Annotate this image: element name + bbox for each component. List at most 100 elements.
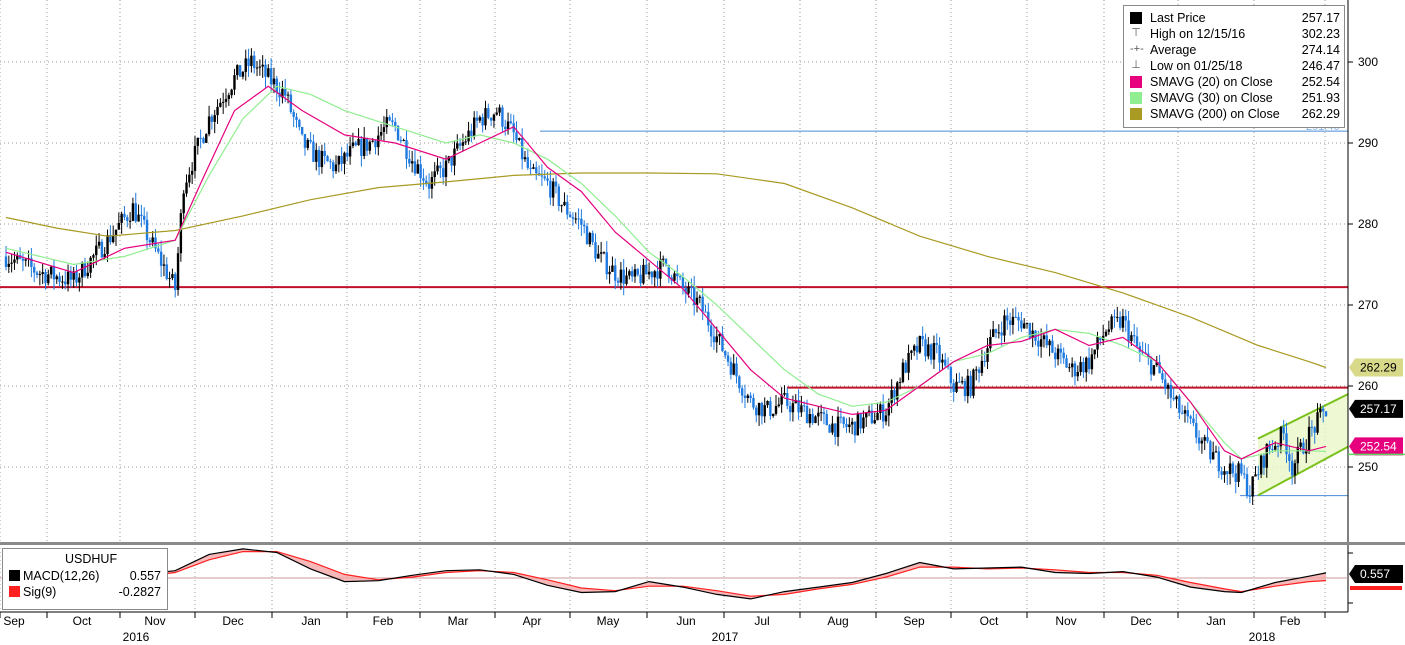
candle-body bbox=[58, 276, 61, 282]
candle-body bbox=[715, 336, 718, 343]
candle-body bbox=[972, 369, 975, 396]
x-month-label: Dec bbox=[222, 614, 243, 628]
candle-body bbox=[453, 148, 456, 166]
candle-body bbox=[250, 55, 253, 67]
x-month-label: Jan bbox=[301, 614, 320, 628]
sma200-swatch-icon bbox=[1130, 108, 1142, 120]
candle-body bbox=[323, 150, 326, 157]
candle-body bbox=[52, 266, 56, 280]
candle-body bbox=[718, 334, 721, 337]
legend-label: Low on 01/25/18 bbox=[1150, 59, 1243, 73]
signal-tag-mark bbox=[1350, 586, 1402, 590]
candle-body bbox=[233, 75, 236, 90]
candle-body bbox=[264, 64, 267, 77]
candle-body bbox=[396, 125, 400, 141]
x-month-label: Feb bbox=[1280, 614, 1301, 628]
candle-body bbox=[391, 120, 394, 123]
candle-body bbox=[850, 421, 854, 425]
candle-body bbox=[1042, 335, 1046, 340]
candle-body bbox=[405, 140, 408, 159]
candle-body bbox=[422, 178, 425, 181]
legend-value: 257.17 bbox=[1301, 11, 1340, 25]
candle-body bbox=[289, 94, 293, 112]
candle-body bbox=[800, 405, 803, 413]
candle-body bbox=[298, 120, 301, 127]
candle-body bbox=[120, 213, 123, 223]
candle-body bbox=[157, 248, 160, 252]
candle-body bbox=[873, 420, 876, 424]
candle-body bbox=[1178, 396, 1181, 413]
signal-swatch-icon bbox=[9, 586, 20, 597]
candle-body bbox=[997, 332, 1001, 334]
candle-body bbox=[752, 397, 755, 408]
candle-body bbox=[360, 138, 363, 156]
candle-body bbox=[331, 162, 335, 172]
candle-body bbox=[1271, 448, 1274, 450]
candle-body bbox=[1076, 372, 1079, 377]
candle-body bbox=[574, 218, 577, 220]
legend-value: 252.54 bbox=[1301, 75, 1340, 89]
candle-body bbox=[269, 68, 273, 85]
candle-body bbox=[1008, 320, 1012, 325]
candle-body bbox=[61, 281, 64, 283]
candle-body bbox=[907, 352, 910, 373]
candle-body bbox=[913, 345, 916, 351]
candle-body bbox=[1310, 426, 1314, 428]
candle-body bbox=[551, 181, 555, 198]
candle-body bbox=[628, 271, 631, 276]
candle-body bbox=[774, 406, 778, 414]
x-month-label: Sep bbox=[3, 614, 25, 628]
candle-body bbox=[140, 214, 143, 216]
candle-body bbox=[10, 262, 13, 264]
candle-body bbox=[368, 141, 372, 151]
y-tick-label: 270 bbox=[1358, 298, 1378, 312]
candle-body bbox=[1158, 362, 1161, 374]
candle-body bbox=[1085, 357, 1088, 373]
candle-body bbox=[1259, 455, 1263, 475]
candle-body bbox=[109, 235, 112, 243]
candle-body bbox=[585, 226, 589, 245]
candle-body bbox=[791, 403, 795, 413]
candle-body bbox=[673, 273, 676, 281]
x-month-label: Mar bbox=[448, 614, 469, 628]
candle-body bbox=[619, 269, 623, 283]
candle-body bbox=[148, 240, 152, 243]
candle-body bbox=[343, 152, 346, 164]
candle-body bbox=[30, 258, 33, 267]
candle-body bbox=[594, 242, 597, 259]
candle-body bbox=[952, 383, 955, 392]
candle-body bbox=[425, 180, 428, 184]
candle-body bbox=[329, 161, 332, 163]
candle-body bbox=[611, 265, 614, 272]
candle-body bbox=[808, 414, 812, 424]
candle-body bbox=[1048, 340, 1051, 346]
candle-body bbox=[143, 215, 146, 220]
candle-body bbox=[834, 423, 837, 437]
candle-body bbox=[379, 131, 383, 136]
legend-value: 274.14 bbox=[1301, 43, 1340, 57]
candle-body bbox=[450, 156, 453, 166]
candle-body bbox=[272, 78, 276, 85]
candle-body bbox=[870, 410, 874, 424]
candle-body bbox=[726, 355, 730, 362]
candle-body bbox=[402, 140, 405, 142]
candle-body bbox=[563, 201, 566, 206]
candle-body bbox=[1118, 316, 1122, 328]
candle-body bbox=[568, 214, 572, 218]
candle-body bbox=[1288, 454, 1291, 461]
macd-line bbox=[5, 548, 1327, 600]
candle-body bbox=[664, 258, 668, 266]
candle-body bbox=[532, 167, 535, 169]
candle-body bbox=[1200, 440, 1204, 444]
candle-body bbox=[893, 390, 896, 400]
candle-body bbox=[346, 152, 349, 157]
candle-body bbox=[241, 71, 245, 77]
candle-body bbox=[622, 269, 625, 284]
average-marker-icon: -+- bbox=[1130, 43, 1144, 55]
candle-body bbox=[729, 361, 733, 375]
candle-body bbox=[989, 337, 992, 349]
signal-value: -0.2827 bbox=[118, 585, 161, 599]
candle-body bbox=[709, 325, 713, 337]
legend-label: Last Price bbox=[1150, 11, 1206, 25]
candle-body bbox=[822, 412, 826, 415]
